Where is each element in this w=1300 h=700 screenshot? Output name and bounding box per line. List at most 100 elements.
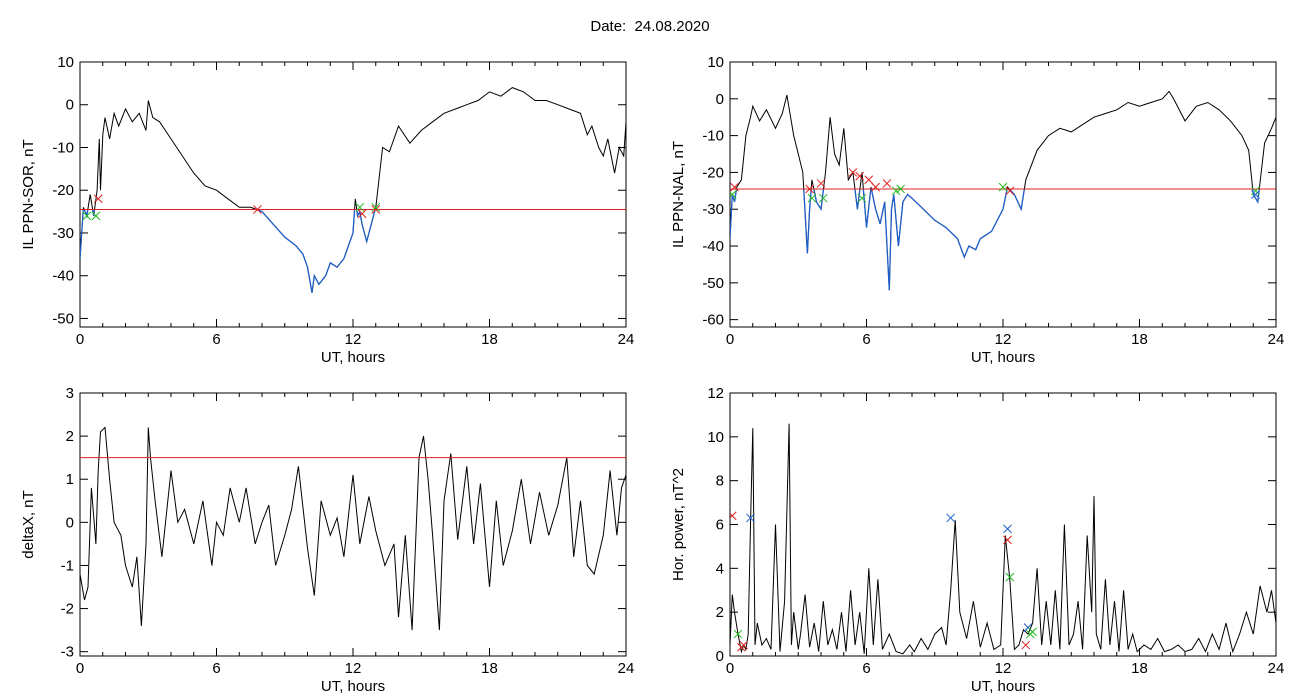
marker-green — [82, 211, 92, 221]
marker-red — [882, 179, 892, 188]
marker-stroke — [746, 513, 755, 523]
y-tick-label: 0 — [66, 514, 74, 531]
marker-stroke — [371, 205, 381, 214]
series-line-below-threshold — [80, 209, 376, 293]
below-threshold-group — [730, 188, 1260, 291]
marker-stroke — [882, 179, 892, 188]
x-axis-label: UT, hours — [321, 349, 385, 366]
x-tick-label: 24 — [618, 660, 635, 677]
plot-il-ppn-nal: 0 6 12 18 24 10 0 -10 -20 -30 -40 -50 -60 UT, hours IL… — [670, 54, 1284, 366]
plot-area — [80, 87, 626, 293]
marker-stroke — [355, 202, 365, 212]
marker-red — [848, 168, 858, 177]
x-tick-label: 0 — [76, 660, 84, 677]
y-tick-label: 4 — [716, 560, 724, 577]
marker-stroke — [253, 205, 262, 214]
plot-area — [730, 90, 1276, 291]
marker-stroke — [357, 209, 367, 219]
marker-stroke — [855, 171, 865, 181]
y-tick-label: 10 — [707, 54, 724, 71]
marker-green — [355, 202, 365, 212]
marker-stroke — [857, 193, 867, 203]
marker-stroke — [946, 513, 956, 523]
y-tick-label: -3 — [61, 644, 74, 661]
marker-stroke — [371, 202, 381, 212]
marker-green — [733, 629, 743, 639]
marker-stroke — [1003, 535, 1012, 545]
y-tick-label: 0 — [716, 648, 724, 665]
marker-green — [91, 211, 101, 221]
x-tick-label: 18 — [481, 331, 498, 348]
marker-red — [730, 182, 739, 192]
y-tick-label: -40 — [52, 268, 74, 285]
x-axis-label: UT, hours — [971, 678, 1035, 695]
marker-red — [1021, 640, 1031, 650]
y-tick-label: 2 — [716, 604, 724, 621]
marker-green — [807, 193, 817, 203]
marker-green — [891, 186, 901, 196]
y-axis-label: IL PPN-SOR, nT — [20, 139, 37, 249]
marker-stroke — [818, 193, 828, 203]
plot-deltax: 0 6 12 18 24 3 2 1 0 -1 -2 -3 UT, hours deltaX, nT — [20, 385, 634, 695]
marker-stroke — [730, 190, 737, 198]
plot-frame — [79, 392, 627, 657]
marker-stroke — [848, 168, 858, 177]
marker-blue — [1003, 524, 1012, 534]
x-tick-label: 6 — [212, 660, 220, 677]
x-axis-label: UT, hours — [321, 678, 385, 695]
x-tick-label: 24 — [1268, 331, 1285, 348]
marker-stroke — [816, 179, 826, 188]
marker-stroke — [1251, 190, 1260, 199]
y-tick-label: 0 — [66, 97, 74, 114]
marker-red — [371, 205, 381, 214]
y-tick-label: -50 — [52, 310, 74, 327]
x-tick-label: 12 — [995, 331, 1012, 348]
x-tick-label: 12 — [345, 331, 362, 348]
marker-stroke — [1005, 186, 1015, 196]
x-tick-label: 18 — [1131, 331, 1148, 348]
x-tick-label: 12 — [995, 660, 1012, 677]
y-tick-label: -40 — [702, 238, 724, 255]
marker-stroke — [93, 194, 103, 204]
marker-green — [1005, 572, 1015, 582]
series-line — [80, 87, 626, 293]
marker-stroke — [998, 182, 1008, 192]
marker-stroke — [1005, 572, 1015, 582]
marker-stroke — [730, 182, 739, 192]
marker-stroke — [871, 182, 880, 192]
marker-stroke — [1028, 627, 1037, 637]
marker-red — [816, 179, 826, 188]
plot-frame — [729, 61, 1277, 328]
y-axis-label: Hor. power, nT^2 — [670, 468, 687, 581]
y-tick-label: -60 — [702, 312, 724, 329]
marker-stroke — [91, 211, 101, 221]
y-tick-label: -2 — [61, 601, 74, 618]
marker-green — [1251, 186, 1260, 196]
marker-green — [857, 193, 867, 203]
marker-stroke — [730, 511, 737, 519]
plot-frame — [79, 61, 627, 328]
marker-red — [357, 209, 367, 219]
x-tick-label: 0 — [726, 660, 734, 677]
marker-stroke — [82, 211, 92, 221]
marker-stroke — [1251, 186, 1260, 196]
marker-red — [93, 194, 103, 204]
x-tick-label: 18 — [481, 660, 498, 677]
x-tick-label: 24 — [618, 331, 635, 348]
marker-blue — [746, 513, 755, 523]
y-tick-label: -20 — [52, 182, 74, 199]
marker-green — [896, 184, 905, 194]
marker-stroke — [739, 640, 749, 650]
marker-stroke — [1003, 524, 1012, 534]
marker-green — [371, 202, 381, 212]
y-axis-label: IL PPN-NAL, nT — [670, 141, 687, 248]
y-tick-label: 6 — [716, 517, 724, 534]
x-tick-label: 0 — [726, 331, 734, 348]
x-tick-label: 6 — [212, 331, 220, 348]
marker-stroke — [896, 184, 905, 194]
marker-green — [818, 193, 828, 203]
marker-stroke — [1021, 640, 1031, 650]
y-tick-label: 8 — [716, 473, 724, 490]
marker-red — [1003, 535, 1012, 545]
